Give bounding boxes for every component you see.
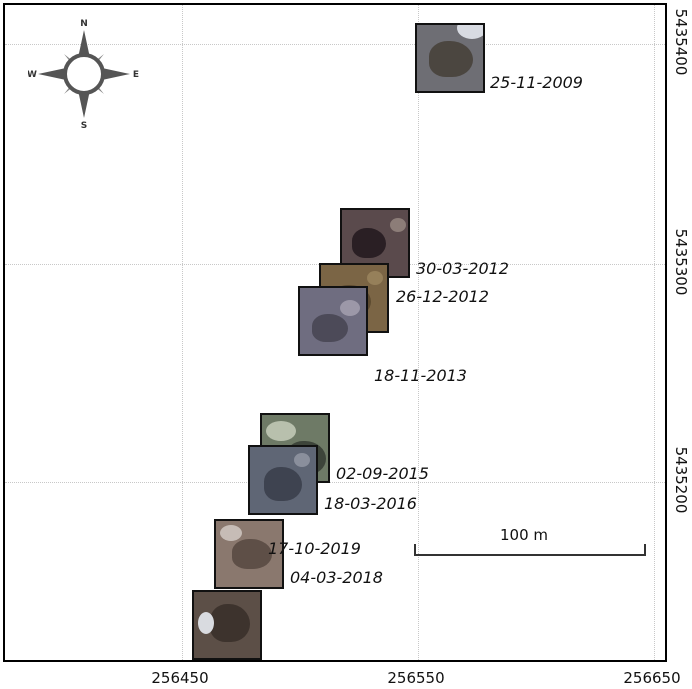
satellite-snapshot (214, 519, 284, 589)
grid-line-horizontal (5, 44, 665, 45)
compass-south-label: S (81, 121, 87, 130)
satellite-snapshot (415, 23, 485, 93)
y-tick-label: 5435400 (672, 8, 690, 76)
snapshot-highlight (367, 271, 383, 285)
compass-rose-icon: N S E W (28, 19, 139, 130)
snapshot-highlight (198, 612, 214, 634)
x-tick-label: 256450 (151, 669, 209, 687)
x-tick-label: 256550 (387, 669, 445, 687)
snapshot-highlight (294, 453, 310, 467)
snapshot-feature (312, 314, 348, 342)
compass-west-label: W (28, 70, 37, 80)
snapshot-feature (264, 467, 302, 501)
snapshot-feature (429, 41, 473, 77)
grid-line-vertical (182, 5, 183, 660)
scale-bar-label: 100 m (500, 526, 549, 544)
grid-line-vertical (418, 5, 419, 660)
snapshot-highlight (390, 218, 406, 232)
snapshot-date-label: 18-11-2013 (374, 366, 467, 385)
snapshot-date-label: 02-09-2015 (336, 464, 429, 483)
snapshot-feature (232, 539, 272, 569)
scale-bar (414, 544, 646, 556)
snapshot-date-label: 25-11-2009 (490, 73, 583, 92)
snapshot-date-label: 30-03-2012 (416, 259, 509, 278)
snapshot-feature (210, 604, 250, 642)
snapshot-date-label: 18-03-2016 (324, 494, 417, 513)
satellite-snapshot (192, 590, 262, 660)
snapshot-highlight (340, 300, 360, 316)
y-tick-label: 5435300 (672, 228, 690, 296)
compass-north-label: N (80, 19, 88, 29)
snapshot-highlight (220, 525, 242, 541)
snapshot-highlight (457, 25, 483, 39)
snapshot-highlight (266, 421, 296, 441)
grid-line-vertical (654, 5, 655, 660)
snapshot-date-label: 26-12-2012 (396, 287, 489, 306)
x-tick-label: 256650 (623, 669, 681, 687)
snapshot-date-label: 17-10-2019 (268, 539, 361, 558)
satellite-snapshot (248, 445, 318, 515)
snapshot-feature (352, 228, 386, 258)
y-tick-label: 5435200 (672, 446, 690, 514)
satellite-snapshot (298, 286, 368, 356)
snapshot-date-label: 04-03-2018 (290, 568, 383, 587)
grid-line-horizontal (5, 482, 665, 483)
compass-east-label: E (133, 70, 139, 80)
